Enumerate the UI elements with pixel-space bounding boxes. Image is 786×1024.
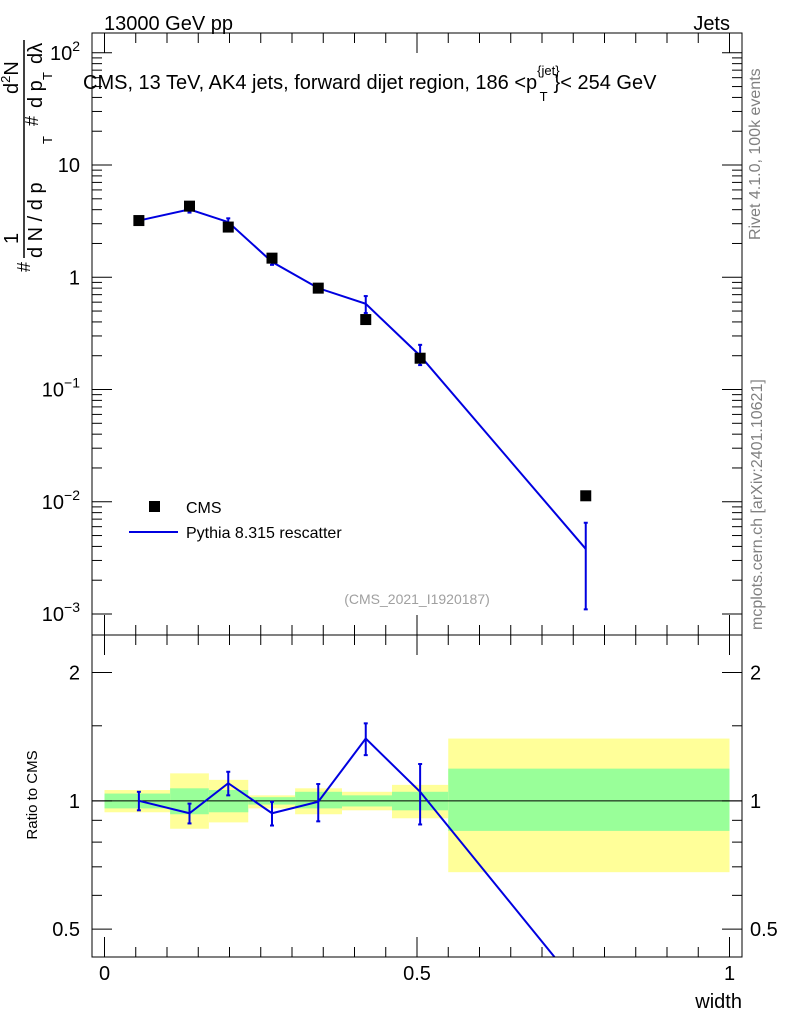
ratio-y-tick-left-0: 0.5: [52, 919, 80, 941]
ratio-pythia-line: [138, 737, 556, 957]
cms-point-2: [222, 221, 234, 233]
top-y-tick-2: 10−1: [42, 375, 80, 402]
cms-point-0: [133, 215, 145, 227]
legend-cms-marker: [149, 501, 160, 512]
ratio-y-tick-right-1: 1: [750, 791, 761, 813]
axes: [92, 33, 742, 957]
top-y-axis-label: # 1 d N / d p T # d2N d p T dλ: [0, 40, 55, 272]
x-tick-0: 0: [99, 963, 110, 985]
analysis-watermark: (CMS_2021_I1920187): [344, 591, 490, 607]
top-y-tick-4: 10: [58, 155, 80, 177]
svg-text:d p: d p: [25, 80, 47, 108]
pythia-line: [138, 208, 587, 550]
header-left: 13000 GeV pp: [104, 13, 233, 35]
ratio-y-tick-left-2: 2: [69, 663, 80, 685]
svg-text:dλ: dλ: [25, 43, 47, 64]
top-y-tick-1: 10−2: [42, 487, 80, 514]
svg-text:d2N: d2N: [0, 61, 23, 94]
cms-point-3: [266, 252, 278, 264]
svg-text:#: #: [22, 116, 42, 126]
mcplots-label: mcplots.cern.ch [arXiv:2401.10621]: [749, 379, 766, 630]
x-tick-2: 1: [724, 963, 735, 985]
ratio-y-tick-right-0: 0.5: [750, 919, 778, 941]
ratio-panel-frame: [91, 634, 743, 958]
top-panel-frame: [91, 32, 743, 636]
band-inner-7: [448, 768, 730, 831]
legend-pythia-label: Pythia 8.315 rescatter: [186, 525, 342, 542]
rivet-label: Rivet 4.1.0, 100k events: [747, 68, 764, 240]
ratio-y-axis-label: Ratio to CMS: [24, 750, 41, 839]
ratio-panel-series: [136, 722, 556, 957]
plot-title: CMS, 13 TeV, AK4 jets, forward dijet reg…: [83, 63, 657, 104]
top-y-tick-3: 1: [69, 267, 80, 289]
cms-point-1: [184, 200, 195, 212]
legend: CMS Pythia 8.315 rescatter: [129, 500, 342, 542]
cms-point-5: [360, 314, 372, 326]
svg-text:1: 1: [1, 233, 23, 244]
svg-text:d N / d p: d N / d p: [25, 182, 47, 258]
x-tick-1: 0.5: [403, 963, 431, 985]
ratio-y-tick-right-2: 2: [750, 663, 761, 685]
cms-point-7: [580, 490, 592, 502]
cms-point-4: [312, 282, 324, 294]
ratio-y-tick-left-1: 1: [69, 791, 80, 813]
cms-point-6: [414, 352, 426, 364]
top-panel-series: [133, 200, 592, 611]
x-axis-title: width: [694, 991, 742, 1013]
legend-cms-label: CMS: [186, 500, 222, 517]
tick-labels: 10−3 10−2 10−1 1 10 102 0.5 0.5 1 1 2 2 0 0.5 1: [42, 38, 778, 985]
svg-text:T: T: [40, 136, 55, 144]
svg-text:#: #: [14, 262, 34, 272]
svg-text:T: T: [40, 72, 55, 80]
top-y-tick-0: 10−3: [42, 599, 80, 626]
header-right: Jets: [693, 13, 730, 35]
top-y-tick-5: 102: [50, 38, 80, 65]
